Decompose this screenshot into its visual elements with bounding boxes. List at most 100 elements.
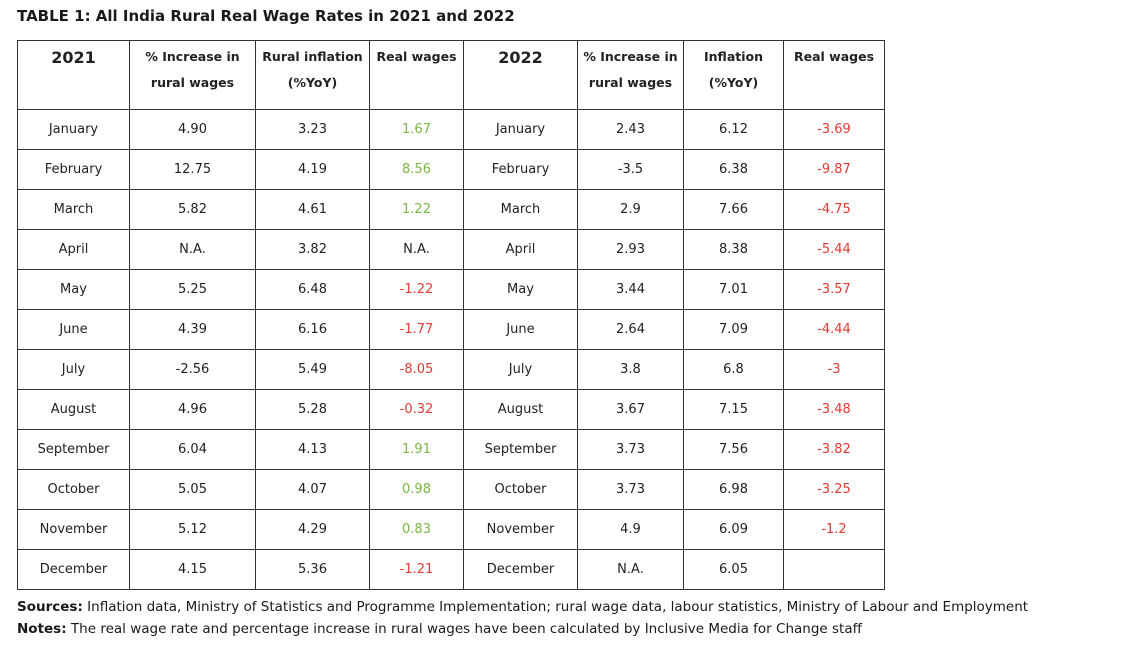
real-wages-2022-cell: -1.2 (783, 509, 885, 550)
table-header-row: 2021 % Increase in rural wages Rural inf… (17, 40, 885, 110)
month-2021-cell: June (17, 309, 130, 350)
wage-increase-2021-cell: N.A. (129, 229, 256, 270)
inflation-2022-cell: 6.05 (683, 549, 784, 590)
table-row: December 4.15 5.36 -1.21 December N.A. 6.05 (17, 549, 885, 590)
inflation-2022-cell: 6.8 (683, 349, 784, 390)
inflation-2021-cell: 4.07 (255, 469, 370, 510)
real-wages-2021-cell: 1.91 (369, 429, 464, 470)
wage-increase-2021-cell: 5.12 (129, 509, 256, 550)
month-2021-cell: November (17, 509, 130, 550)
real-wages-2021-cell: -1.22 (369, 269, 464, 310)
table-title: TABLE 1: All India Rural Real Wage Rates… (17, 7, 515, 25)
month-2022-cell: September (463, 429, 578, 470)
real-wages-2022-cell: -4.44 (783, 309, 885, 350)
inflation-2022-cell: 7.66 (683, 189, 784, 230)
wage-increase-2021-cell: 5.05 (129, 469, 256, 510)
inflation-2022-cell: 6.09 (683, 509, 784, 550)
month-2022-cell: March (463, 189, 578, 230)
header-inflation-2022: Inflation (%YoY) (683, 40, 784, 110)
real-wages-2022-cell: -3.57 (783, 269, 885, 310)
wage-increase-2022-cell: 2.93 (577, 229, 684, 270)
real-wages-2021-cell: 1.22 (369, 189, 464, 230)
real-wages-2022-cell: -3.48 (783, 389, 885, 430)
real-wages-2021-cell: -0.32 (369, 389, 464, 430)
inflation-2021-cell: 3.82 (255, 229, 370, 270)
month-2021-cell: July (17, 349, 130, 390)
inflation-2021-cell: 4.19 (255, 149, 370, 190)
inflation-2022-cell: 6.12 (683, 109, 784, 150)
inflation-2021-cell: 5.36 (255, 549, 370, 590)
table-row: April N.A. 3.82 N.A. April 2.93 8.38 -5.44 (17, 229, 885, 270)
table-row: February 12.75 4.19 8.56 February -3.5 6.38 -9.… (17, 149, 885, 190)
inflation-2022-cell: 6.98 (683, 469, 784, 510)
table-row: January 4.90 3.23 1.67 January 2.43 6.12 -3.69 (17, 109, 885, 150)
inflation-2022-cell: 7.56 (683, 429, 784, 470)
wage-increase-2021-cell: 5.25 (129, 269, 256, 310)
inflation-2021-cell: 6.16 (255, 309, 370, 350)
wage-increase-2022-cell: 3.8 (577, 349, 684, 390)
table-row: July -2.56 5.49 -8.05 July 3.8 6.8 -3 (17, 349, 885, 390)
header-inflation-2022-line2: (%YoY) (708, 75, 759, 90)
wage-increase-2021-cell: 4.96 (129, 389, 256, 430)
header-inflation-2021: Rural inflation (%YoY) (255, 40, 370, 110)
table-row: August 4.96 5.28 -0.32 August 3.67 7.15 -3.48 (17, 389, 885, 430)
month-2021-cell: March (17, 189, 130, 230)
wage-increase-2022-cell: 3.67 (577, 389, 684, 430)
real-wages-2021-cell: 0.98 (369, 469, 464, 510)
real-wages-2021-cell: N.A. (369, 229, 464, 270)
wage-increase-2021-cell: 5.82 (129, 189, 256, 230)
wage-increase-2022-cell: 3.44 (577, 269, 684, 310)
header-increase-2022-line2: rural wages (588, 75, 673, 90)
header-inflation-2022-line1: Inflation (704, 49, 763, 64)
wage-increase-2022-cell: 4.9 (577, 509, 684, 550)
real-wages-2022-cell: -3 (783, 349, 885, 390)
notes-label: Notes: (17, 621, 67, 637)
month-2022-cell: October (463, 469, 578, 510)
wage-increase-2022-cell: 2.43 (577, 109, 684, 150)
notes-text: The real wage rate and percentage increa… (66, 621, 862, 637)
header-real-wages-2021: Real wages (369, 40, 464, 110)
wage-increase-2021-cell: 12.75 (129, 149, 256, 190)
real-wages-2022-cell: -9.87 (783, 149, 885, 190)
month-2022-cell: January (463, 109, 578, 150)
wage-table: 2021 % Increase in rural wages Rural inf… (17, 40, 885, 590)
table-footer: Sources: Inflation data, Ministry of Sta… (17, 596, 1112, 640)
inflation-2022-cell: 7.09 (683, 309, 784, 350)
inflation-2022-cell: 7.15 (683, 389, 784, 430)
wage-increase-2022-cell: 3.73 (577, 469, 684, 510)
inflation-2022-cell: 7.01 (683, 269, 784, 310)
table-row: September 6.04 4.13 1.91 September 3.73 7.56 -3… (17, 429, 885, 470)
header-increase-2022: % Increase in rural wages (577, 40, 684, 110)
wage-increase-2021-cell: 4.90 (129, 109, 256, 150)
inflation-2022-cell: 8.38 (683, 229, 784, 270)
header-increase-2022-line1: % Increase in (583, 49, 678, 64)
month-2021-cell: January (17, 109, 130, 150)
table-row: June 4.39 6.16 -1.77 June 2.64 7.09 -4.44 (17, 309, 885, 350)
real-wages-2022-cell: -4.75 (783, 189, 885, 230)
month-2022-cell: April (463, 229, 578, 270)
month-2021-cell: December (17, 549, 130, 590)
month-2021-cell: October (17, 469, 130, 510)
header-increase-2021-line1: % Increase in (145, 49, 240, 64)
month-2021-cell: February (17, 149, 130, 190)
inflation-2021-cell: 4.13 (255, 429, 370, 470)
real-wages-2022-cell: -5.44 (783, 229, 885, 270)
inflation-2022-cell: 6.38 (683, 149, 784, 190)
wage-increase-2022-cell: N.A. (577, 549, 684, 590)
sources-text: Inflation data, Ministry of Statistics a… (82, 599, 1029, 615)
month-2021-cell: August (17, 389, 130, 430)
inflation-2021-cell: 4.29 (255, 509, 370, 550)
real-wages-2021-cell: 1.67 (369, 109, 464, 150)
real-wages-2021-cell: 0.83 (369, 509, 464, 550)
inflation-2021-cell: 5.49 (255, 349, 370, 390)
header-real-wages-2022: Real wages (783, 40, 885, 110)
real-wages-2021-cell: 8.56 (369, 149, 464, 190)
header-inflation-2021-line2: (%YoY) (287, 75, 338, 90)
month-2021-cell: May (17, 269, 130, 310)
real-wages-2022-cell (783, 549, 885, 590)
month-2021-cell: April (17, 229, 130, 270)
real-wages-2021-cell: -1.77 (369, 309, 464, 350)
table-row: March 5.82 4.61 1.22 March 2.9 7.66 -4.75 (17, 189, 885, 230)
real-wages-2021-cell: -8.05 (369, 349, 464, 390)
table-row: October 5.05 4.07 0.98 October 3.73 6.98 -3.25 (17, 469, 885, 510)
